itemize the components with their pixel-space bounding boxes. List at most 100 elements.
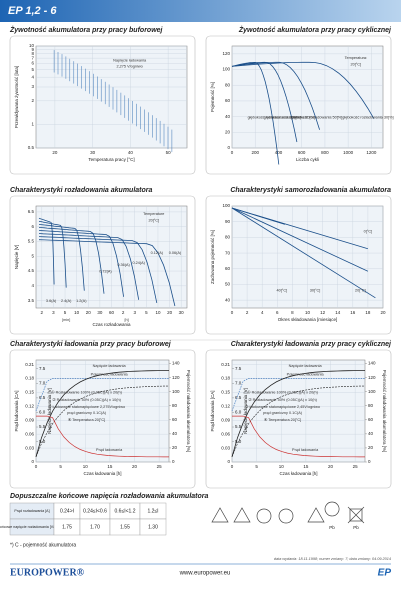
footer-brand: EUROPOWER® xyxy=(10,567,85,578)
x-tick-label: 0 xyxy=(231,310,234,315)
annotation: 20[°C] xyxy=(351,62,362,66)
y-tick-label: 80 xyxy=(225,235,231,240)
v-tick-label: 5.5 xyxy=(235,424,242,429)
y-tick-label: 0 xyxy=(227,145,230,150)
y-tick-label: 3.5 xyxy=(28,298,35,303)
annotation: Napięcie ładowania xyxy=(113,58,147,62)
annotation: 20[°C] xyxy=(355,289,366,293)
x-tick-label: 20 xyxy=(86,310,92,315)
x-tick-label: 3 xyxy=(133,310,136,315)
x-tick-label: 30 xyxy=(90,150,96,155)
annotation: 0.72(A) xyxy=(99,269,112,273)
plot-area xyxy=(231,359,366,463)
v-axis-label: Napięcie ładowania [V] xyxy=(243,388,248,434)
x-tick-label: 0 xyxy=(231,464,234,469)
footer-url: www.europower.eu xyxy=(179,571,231,577)
header-title: EP 1,2 - 6 xyxy=(8,5,57,17)
curve xyxy=(38,239,176,307)
v-tick-label: 7.0 xyxy=(235,381,242,386)
annotation: głębokość rozładowania 80[%] xyxy=(264,115,315,119)
x-tick-label: 2 xyxy=(41,310,44,315)
x-tick-label: 5 xyxy=(64,310,67,315)
curve xyxy=(38,217,55,285)
table-cell xyxy=(139,518,167,536)
x-axis-label: Czas ładowania [h] xyxy=(83,471,121,476)
curve xyxy=(36,415,169,458)
y-tick-label: 0.09 xyxy=(221,417,230,422)
table-text: 1.2≤I xyxy=(147,508,158,514)
y-tick-label: 0.18 xyxy=(25,376,34,381)
v-tick-label: 5.5 xyxy=(39,424,46,429)
annotation: 0[°C] xyxy=(364,230,372,234)
y-tick-label: 60 xyxy=(225,98,231,103)
table: Prąd rozładowania [A] 0.24>I 0.24≤I<0.6 0.6… xyxy=(0,502,167,536)
y2-tick-label: 120 xyxy=(368,375,376,380)
annotation: ② Rozładowanie 50% (0.05C)(A) x 10(h) xyxy=(248,398,317,402)
y-axis-label: Przewidywana żywotność [lata] xyxy=(14,66,19,128)
y-tick-label: 0.5 xyxy=(28,145,35,150)
annotation: 3.6(A) xyxy=(46,299,57,303)
y2-tick-label: 80 xyxy=(172,403,178,408)
table-text: 1.55 xyxy=(120,524,130,530)
x-tick-label: 0 xyxy=(231,150,234,155)
annotation: 0.06(A) xyxy=(169,251,182,255)
annotation: 2,275 V/ogniwo xyxy=(117,64,143,68)
y-tick-label: 6.5 xyxy=(28,209,35,214)
y-tick-label: 90 xyxy=(225,219,231,224)
x-tick-label: 8 xyxy=(291,310,294,315)
x-axis-label: Czas rozładowania xyxy=(92,322,131,327)
header-band xyxy=(0,0,401,22)
annotation: 20[°C] xyxy=(148,218,159,222)
y2-tick-label: 140 xyxy=(172,361,180,366)
curve xyxy=(38,230,124,297)
curve xyxy=(231,378,365,412)
y-tick-label: 5 xyxy=(31,67,34,72)
x-tick-label: 25 xyxy=(353,464,359,469)
x-tick-label: 10 xyxy=(155,310,161,315)
y2-tick-label: 100 xyxy=(172,389,180,394)
curve xyxy=(231,61,298,143)
annotation: Temperature xyxy=(143,212,164,216)
v-tick-label: 6.0 xyxy=(235,410,242,415)
y-tick-label: 0.09 xyxy=(25,417,34,422)
annotation: Napięcie ładowania xyxy=(289,364,323,368)
y-tick-label: 5.5 xyxy=(28,239,35,244)
curve xyxy=(231,61,375,119)
panel-title: Żywotność akumulatora przy pracy cyklicz… xyxy=(238,26,392,34)
annotation: ④ Temperatura 20[°C] xyxy=(264,418,301,422)
x-tick-label: 10 xyxy=(279,464,285,469)
icons xyxy=(211,501,365,524)
x-tick-label: 15 xyxy=(303,464,309,469)
annotation: 0.12(A) xyxy=(151,251,164,255)
y-tick-label: 8 xyxy=(31,51,34,56)
table-text: 1.70 xyxy=(90,524,100,530)
x-tick-label: 25 xyxy=(157,464,163,469)
annotation: ② Rozładowanie 50% (0.05C)(A) x 10(h) xyxy=(52,398,121,402)
curve xyxy=(231,207,369,272)
y-tick-label: 50 xyxy=(225,282,231,287)
y-tick-label: 5 xyxy=(31,253,34,258)
x-axis-label: Okres składowania [miesiące] xyxy=(278,317,338,322)
y-tick-label: 7 xyxy=(31,55,34,60)
y2-tick-label: 0 xyxy=(172,459,175,464)
annotation: Napięcie ładowania xyxy=(93,364,127,368)
y-axis-label: Prąd ładowania [CA] xyxy=(14,390,19,431)
x-tick-label: 5 xyxy=(59,464,62,469)
y-tick-label: 0 xyxy=(227,459,230,464)
v-tick-label: 6.5 xyxy=(235,395,242,400)
x-tick-label: 10 xyxy=(74,310,80,315)
y-tick-label: 6 xyxy=(31,224,34,229)
x-tick-label: 800 xyxy=(321,150,329,155)
v-tick-label: 6.5 xyxy=(39,395,46,400)
y-tick-label: 0.03 xyxy=(25,445,34,450)
curve xyxy=(231,207,376,299)
y-tick-label: 120 xyxy=(222,51,230,56)
curve xyxy=(38,236,158,303)
y-tick-label: 0.21 xyxy=(25,362,34,367)
y-tick-label: 3 xyxy=(31,84,34,89)
y2-tick-label: 20 xyxy=(172,445,178,450)
v-tick-label: 7.0 xyxy=(39,381,46,386)
table-title: Dopuszczalne końcowe napięcia rozładowan… xyxy=(10,493,208,500)
y-tick-label: 4 xyxy=(31,283,34,288)
x-tick-label: 10 xyxy=(305,310,311,315)
